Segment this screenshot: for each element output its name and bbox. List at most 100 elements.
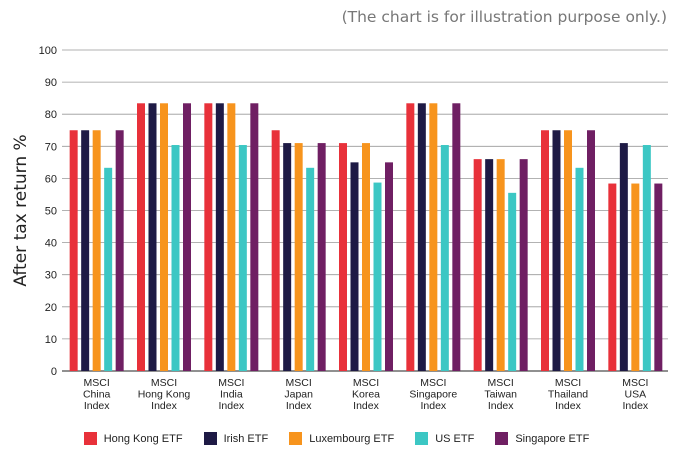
y-tick-label: 40 (45, 238, 57, 250)
bar (81, 130, 90, 371)
y-tick-label: 20 (45, 302, 57, 314)
y-tick-label: 30 (45, 270, 57, 282)
x-tick-label: MSCI (488, 377, 514, 389)
x-tick-label: MSCI (84, 377, 110, 389)
legend-item: Irish ETF (203, 432, 269, 445)
x-tick-label: MSCI (555, 377, 581, 389)
legend-label: Hong Kong ETF (103, 432, 183, 445)
x-tick-label: Thailand (548, 389, 588, 401)
bar (496, 159, 505, 371)
bar (171, 145, 180, 371)
bar (373, 182, 382, 371)
bar (473, 159, 482, 371)
x-tick-label: Index (151, 400, 177, 412)
legend-swatch (203, 432, 217, 445)
bar (271, 130, 280, 371)
x-tick-label: USA (625, 389, 647, 401)
legend-item: US ETF (415, 432, 474, 445)
x-tick-label: MSCI (353, 377, 379, 389)
y-tick-label: 60 (45, 173, 57, 185)
x-tick-label: Index (84, 400, 110, 412)
bar (564, 130, 572, 371)
bar (519, 159, 528, 371)
x-tick-label: Taiwan (484, 389, 517, 401)
chart-legend: Hong Kong ETF Irish ETF Luxembourg ETF US E… (0, 432, 673, 445)
legend-swatch (415, 432, 429, 445)
bar (92, 130, 101, 371)
y-tick-label: 90 (45, 77, 57, 89)
bar (183, 103, 191, 371)
bar (148, 103, 157, 371)
y-tick-label: 10 (45, 334, 57, 346)
legend-item: Hong Kong ETF (83, 432, 183, 445)
x-tick-label: Index (286, 400, 312, 412)
x-tick-label: MSCI (622, 377, 648, 389)
bar (250, 103, 259, 371)
bar (406, 103, 415, 371)
bar (362, 143, 370, 371)
bar (452, 103, 461, 371)
x-tick-label: Index (420, 400, 446, 412)
x-tick-label: Singapore (409, 389, 457, 401)
y-tick-label: 80 (45, 109, 57, 121)
x-tick-label: India (220, 389, 243, 401)
bar (541, 130, 549, 371)
x-tick-label: Korea (352, 389, 380, 401)
y-tick-label: 0 (51, 366, 57, 378)
bar (552, 130, 561, 371)
bar (417, 103, 426, 371)
bar (654, 183, 663, 371)
bar (350, 162, 359, 371)
y-tick-label: 50 (45, 206, 57, 218)
x-tick-label: MSCI (218, 377, 244, 389)
legend-swatch (83, 432, 97, 445)
y-axis-label: After tax return % (11, 134, 31, 286)
bar (238, 145, 247, 371)
bar (587, 130, 595, 371)
bar (215, 103, 224, 371)
legend-label: Luxembourg ETF (309, 432, 395, 445)
legend-swatch (495, 432, 509, 445)
legend-label: US ETF (435, 432, 475, 445)
bar (204, 103, 213, 371)
bar (385, 162, 393, 371)
bar (631, 183, 640, 371)
bar (619, 143, 628, 371)
bar (115, 130, 124, 371)
bar (317, 143, 326, 371)
bar (508, 192, 517, 371)
x-tick-label: MSCI (151, 377, 177, 389)
x-tick-label: Index (622, 400, 648, 412)
illustration-note: (The chart is for illustration purpose o… (341, 8, 667, 26)
x-tick-label: Index (218, 400, 244, 412)
x-tick-label: MSCI (286, 377, 312, 389)
bar (306, 167, 315, 371)
x-tick-label: Hong Kong (138, 389, 191, 401)
bar (104, 167, 113, 371)
bar (160, 103, 168, 371)
x-tick-label: Index (353, 400, 379, 412)
legend-label: Irish ETF (223, 432, 269, 445)
bar (575, 167, 584, 371)
x-tick-label: Index (488, 400, 514, 412)
y-tick-label: 100 (39, 45, 57, 57)
bar (429, 103, 438, 371)
legend-item: Luxembourg ETF (289, 432, 394, 445)
x-tick-label: China (83, 389, 111, 401)
bar (69, 130, 78, 371)
bar (283, 143, 292, 371)
x-tick-label: MSCI (420, 377, 446, 389)
bar (227, 103, 236, 371)
legend-swatch (289, 432, 303, 445)
bar-chart: 0 10 20 30 40 50 60 70 80 90 100 After tax return %… (11, 45, 668, 412)
x-tick-label: Index (555, 400, 581, 412)
bar (608, 183, 617, 371)
bar (642, 145, 651, 371)
y-tick-label: 70 (45, 141, 57, 153)
bar (485, 159, 494, 371)
bar (137, 103, 145, 371)
bar (440, 145, 449, 371)
legend-item: Singapore ETF (495, 432, 589, 445)
bar (294, 143, 303, 371)
x-tick-label: Japan (284, 389, 313, 401)
